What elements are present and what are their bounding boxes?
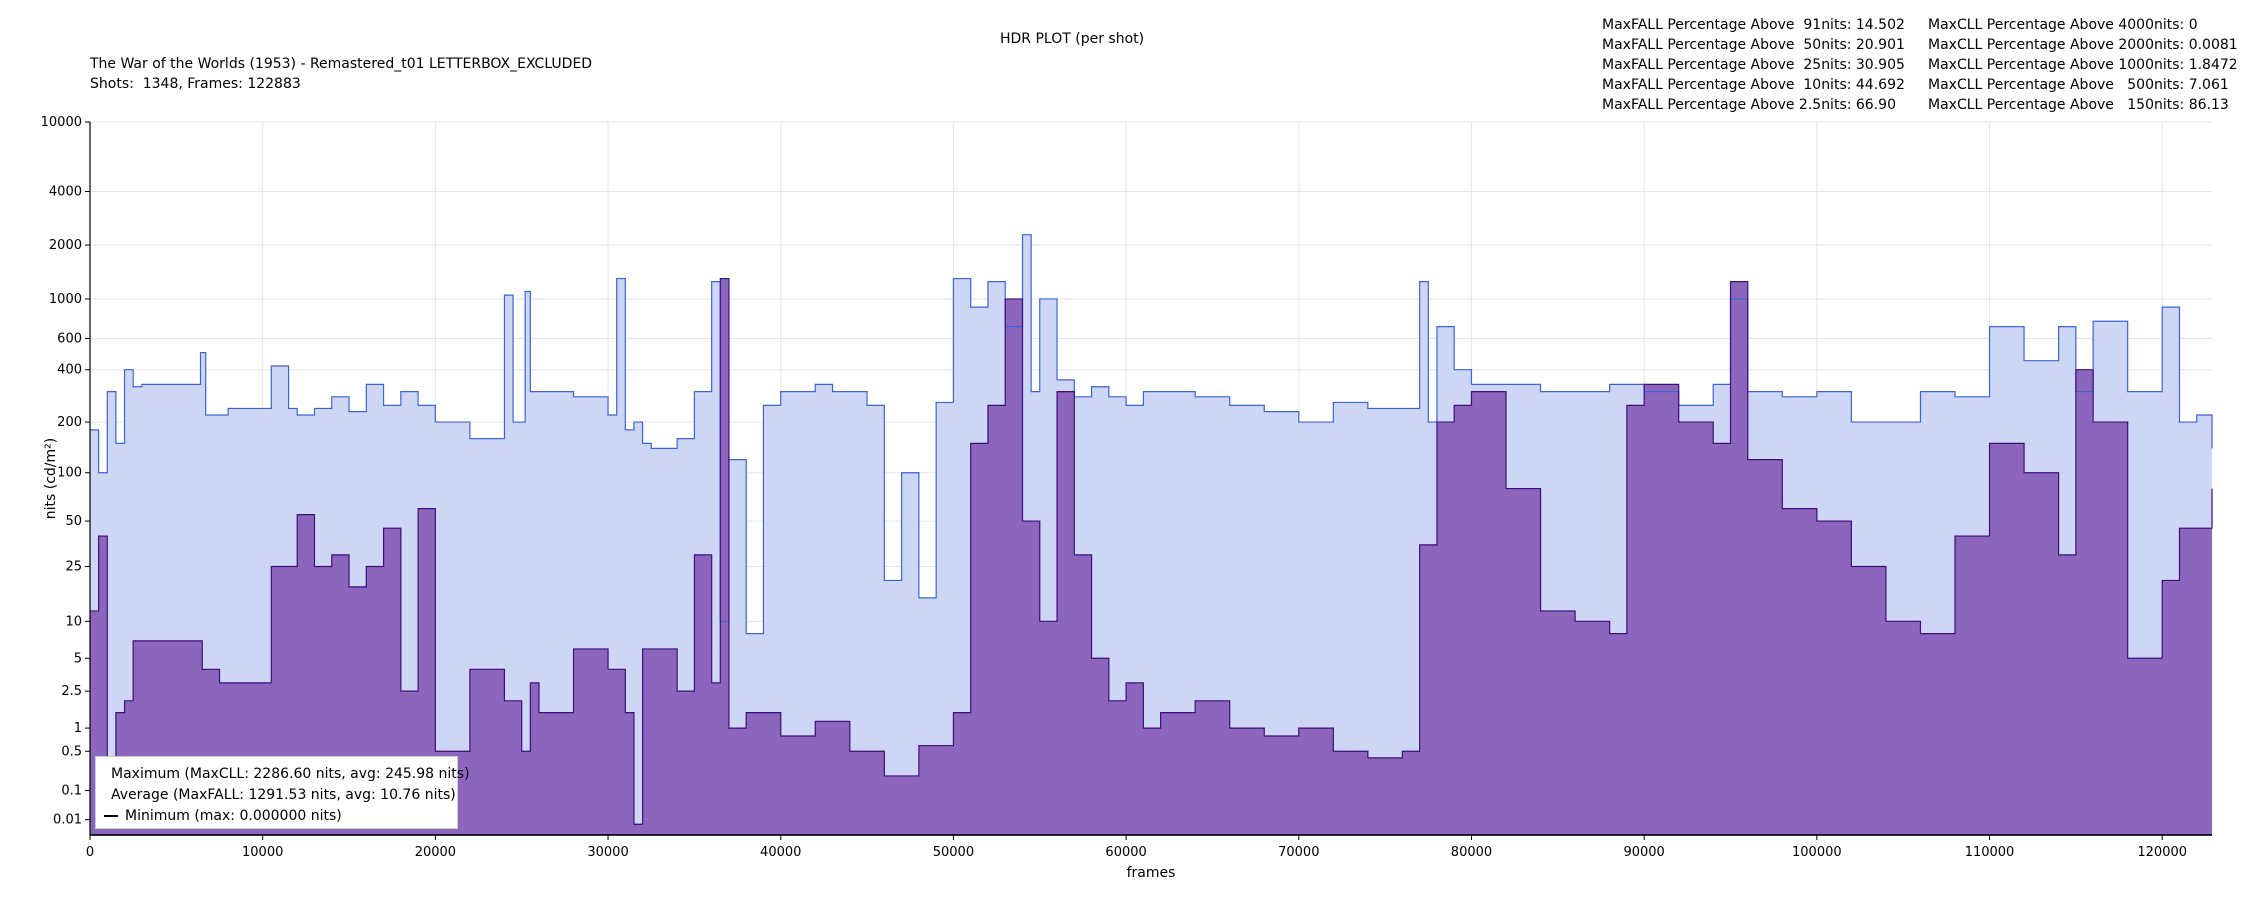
y-tick-label: 0.01: [53, 813, 82, 828]
x-tick-label: 30000: [587, 845, 628, 860]
maxfall-stat: MaxFALL Percentage Above 50nits: 20.901: [1602, 37, 1905, 53]
y-tick-label: 600: [57, 332, 82, 347]
x-tick-label: 10000: [242, 845, 283, 860]
x-tick-label: 80000: [1451, 845, 1492, 860]
maxcll-stats: MaxCLL Percentage Above 4000nits: 0 MaxC…: [1928, 15, 2238, 115]
y-tick-label: 2000: [49, 238, 82, 253]
y-tick-label: 0.1: [61, 784, 82, 799]
chart-title: HDR PLOT (per shot): [1000, 31, 1145, 47]
x-tick-label: 20000: [415, 845, 456, 860]
maxfall-stat: MaxFALL Percentage Above 2.5nits: 66.90: [1602, 97, 1896, 113]
x-tick-label: 60000: [1105, 845, 1146, 860]
y-tick-label: 100: [57, 466, 82, 481]
x-tick-label: 120000: [2137, 845, 2187, 860]
maxcll-stat: MaxCLL Percentage Above 2000nits: 0.0081: [1928, 37, 2238, 53]
y-tick-label: 50: [65, 514, 82, 529]
maxcll-stat: MaxCLL Percentage Above 1000nits: 1.8472: [1928, 57, 2238, 73]
maximum-series-line: [90, 234, 2213, 635]
y-tick-label: 200: [57, 415, 82, 430]
x-tick-label: 110000: [1965, 845, 2015, 860]
y-tick-label: 10: [65, 614, 82, 629]
legend-item-average: Average (MaxFALL: 1291.53 nits, avg: 10.…: [104, 784, 456, 805]
x-tick-label: 50000: [933, 845, 974, 860]
maxfall-stats: MaxFALL Percentage Above 91nits: 14.502 …: [1602, 15, 1905, 115]
legend-item-maximum: Maximum (MaxCLL: 2286.60 nits, avg: 245.…: [104, 763, 470, 784]
legend-label-average: Average (MaxFALL: 1291.53 nits, avg: 10.…: [111, 786, 456, 803]
x-tick-label: 70000: [1278, 845, 1319, 860]
x-tick-label: 0: [86, 845, 94, 860]
y-tick-label: 10000: [41, 115, 82, 130]
y-tick-label: 4000: [49, 184, 82, 199]
y-tick-label: 2.5: [61, 684, 82, 699]
legend-label-maximum: Maximum (MaxCLL: 2286.60 nits, avg: 245.…: [111, 765, 470, 782]
y-tick-label: 25: [65, 560, 82, 575]
maxcll-stat: MaxCLL Percentage Above 4000nits: 0: [1928, 17, 2198, 33]
maxcll-stat: MaxCLL Percentage Above 150nits: 86.13: [1928, 97, 2229, 113]
tick-labels: 0.01 0.1 0.5 1 2.5 5 10 25 50 100 200 400 600 1000 200…: [41, 115, 2187, 860]
x-tick-label: 100000: [1792, 845, 1842, 860]
x-tick-label: 40000: [760, 845, 801, 860]
chart-subtitle: The War of the Worlds (1953) - Remastere…: [90, 56, 593, 72]
maxfall-stat: MaxFALL Percentage Above 91nits: 14.502: [1602, 17, 1905, 33]
shots-frames-info: Shots: 1348, Frames: 122883: [90, 76, 301, 92]
maxfall-stat: MaxFALL Percentage Above 10nits: 44.692: [1602, 77, 1905, 93]
legend-label-minimum: Minimum (max: 0.000000 nits): [125, 807, 342, 824]
y-tick-label: 1: [74, 721, 82, 736]
average-series-area: [90, 278, 2212, 835]
average-series-line: [90, 277, 2213, 825]
x-tick-label: 90000: [1623, 845, 1664, 860]
x-axis-label: frames: [1127, 865, 1176, 881]
y-tick-label: 1000: [49, 292, 82, 307]
y-tick-label: 400: [57, 363, 82, 378]
y-tick-label: 0.5: [61, 744, 82, 759]
legend-swatch-minimum: [104, 814, 118, 817]
y-axis-label: nits (cd/m²): [43, 438, 59, 519]
axes: [85, 121, 2212, 840]
legend: Maximum (MaxCLL: 2286.60 nits, avg: 245.…: [95, 756, 470, 829]
legend-item-minimum: Minimum (max: 0.000000 nits): [104, 805, 449, 826]
maxfall-stat: MaxFALL Percentage Above 25nits: 30.905: [1602, 57, 1905, 73]
maxcll-stat: MaxCLL Percentage Above 500nits: 7.061: [1928, 77, 2229, 93]
y-tick-label: 5: [74, 651, 82, 666]
